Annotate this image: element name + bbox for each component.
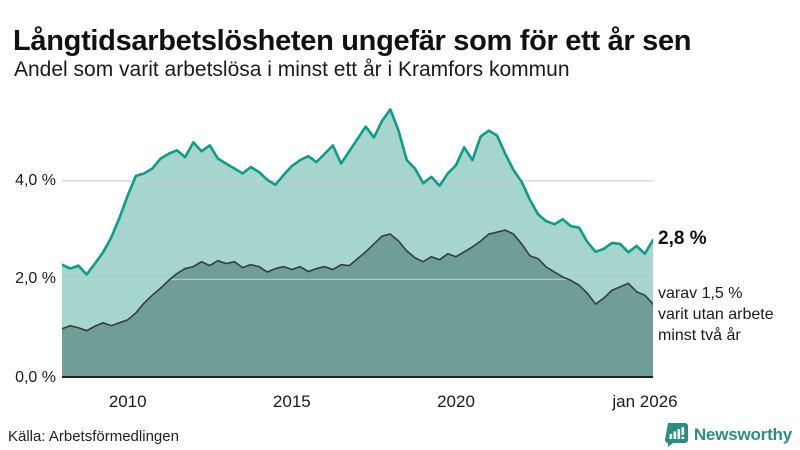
area-fill-1 <box>62 230 653 378</box>
newsworthy-brand: Newsworthy <box>664 423 792 447</box>
y-tick-label: 0,0 % <box>15 369 56 386</box>
y-tick-label: 4,0 % <box>15 171 56 189</box>
annotation-line-1: varav 1,5 % <box>658 285 743 302</box>
newsworthy-logo-icon <box>664 423 688 447</box>
x-tick-label: 2015 <box>272 392 311 411</box>
source-note: Källa: Arbetsförmedlingen <box>8 428 179 445</box>
brand-name: Newsworthy <box>693 425 792 444</box>
x-tick-label: jan 2026 <box>612 392 678 411</box>
series-line-1 <box>62 229 653 332</box>
x-tick-label: 2010 <box>108 392 147 411</box>
two-year-annotation: varav 1,5 % varit utan arbete minst två … <box>658 283 774 346</box>
y-tick-label: 2,0 % <box>15 270 56 288</box>
annotation-line-3: minst två år <box>658 327 741 344</box>
page-title: Långtidsarbetslösheten ungefär som för e… <box>13 25 692 58</box>
end-value-label: 2,8 % <box>658 228 707 249</box>
annotation-line-2: varit utan arbete <box>658 306 774 323</box>
unemployment-area-chart <box>62 108 653 378</box>
chart-subtitle: Andel som varit arbetslösa i minst ett å… <box>14 58 570 81</box>
series-line-0 <box>62 108 653 276</box>
x-tick-label: 2020 <box>437 392 475 411</box>
